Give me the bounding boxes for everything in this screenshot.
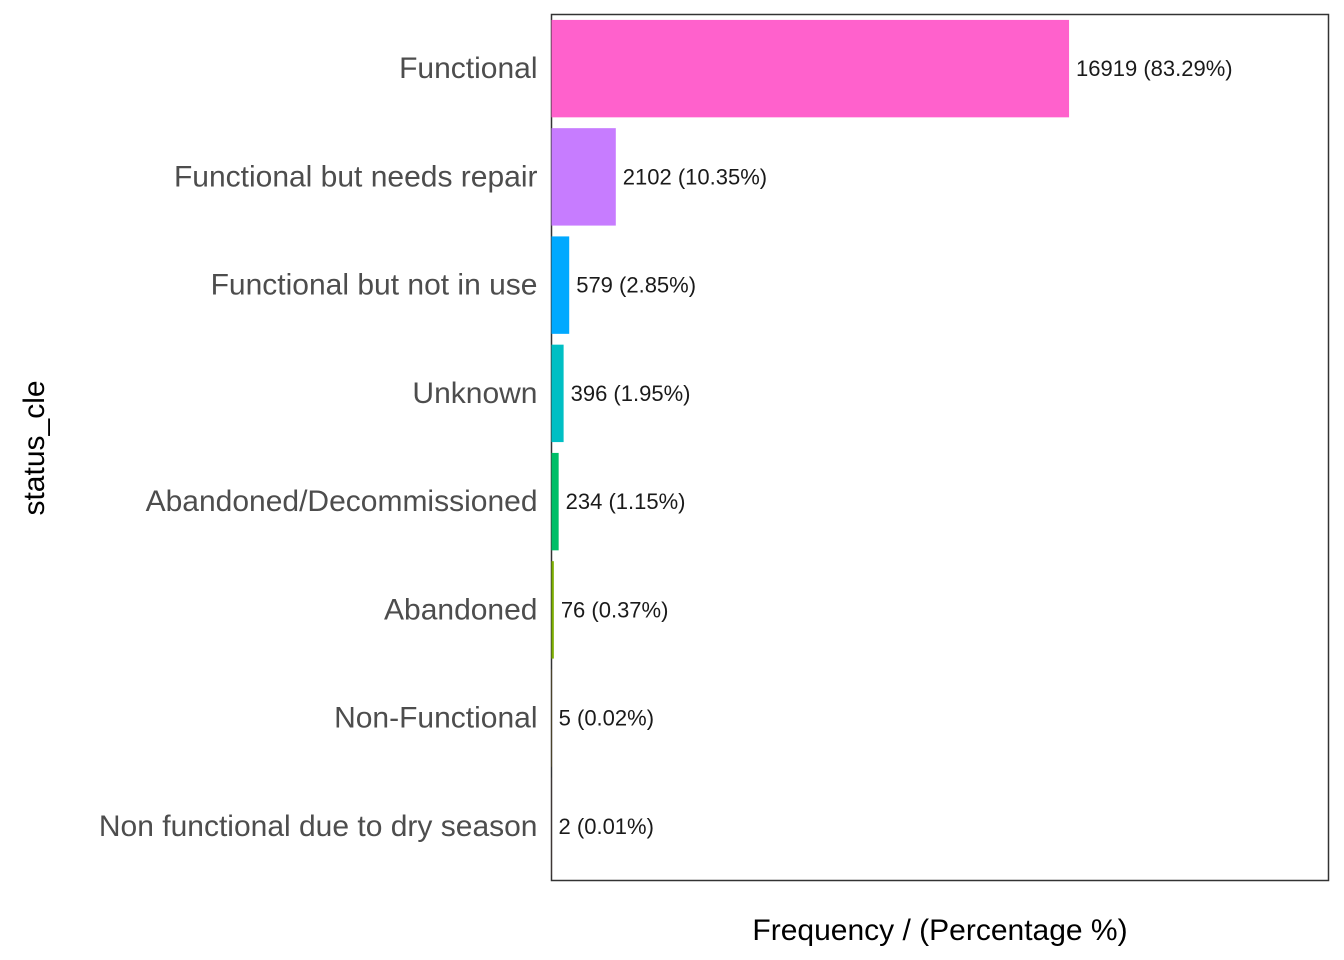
category-labels: Functional Functional but needs repair Fun…	[99, 52, 538, 843]
bar-data-label: 579 (2.85%)	[576, 273, 696, 298]
bar	[551, 19, 1070, 118]
category-tick-label: Abandoned/Decommissioned	[146, 485, 538, 518]
bar-data-label: 16919 (83.29%)	[1076, 56, 1233, 81]
bar	[551, 236, 570, 334]
bar-data-label: 2 (0.01%)	[559, 814, 654, 839]
category-tick-label: Functional but needs repair	[174, 160, 538, 193]
category-tick-label: Non functional due to dry season	[99, 810, 538, 843]
bar-data-label: 2102 (10.35%)	[623, 164, 767, 189]
category-tick-label: Abandoned	[384, 593, 538, 626]
category-tick-label: Functional but not in use	[211, 269, 538, 302]
bar-data-label: 234 (1.15%)	[566, 489, 686, 514]
category-tick-label: Unknown	[412, 377, 537, 410]
data-labels: 16919 (83.29%) 2102 (10.35%) 579 (2.85%) 39…	[559, 56, 1233, 839]
bar	[551, 128, 616, 226]
bar-data-label: 5 (0.02%)	[559, 706, 654, 731]
category-tick-label: Functional	[399, 52, 537, 85]
bar-data-label: 76 (0.37%)	[561, 597, 669, 622]
bar	[551, 344, 564, 443]
bars-layer	[551, 19, 1070, 876]
category-tick-label: Non-Functional	[334, 702, 537, 735]
bar-data-label: 396 (1.95%)	[571, 381, 691, 406]
panel-border	[550, 13, 1330, 882]
x-axis-title: Frequency / (Percentage %)	[752, 914, 1127, 947]
bar	[551, 561, 554, 659]
y-axis-title: status_cle	[18, 380, 51, 515]
bar	[551, 452, 559, 551]
